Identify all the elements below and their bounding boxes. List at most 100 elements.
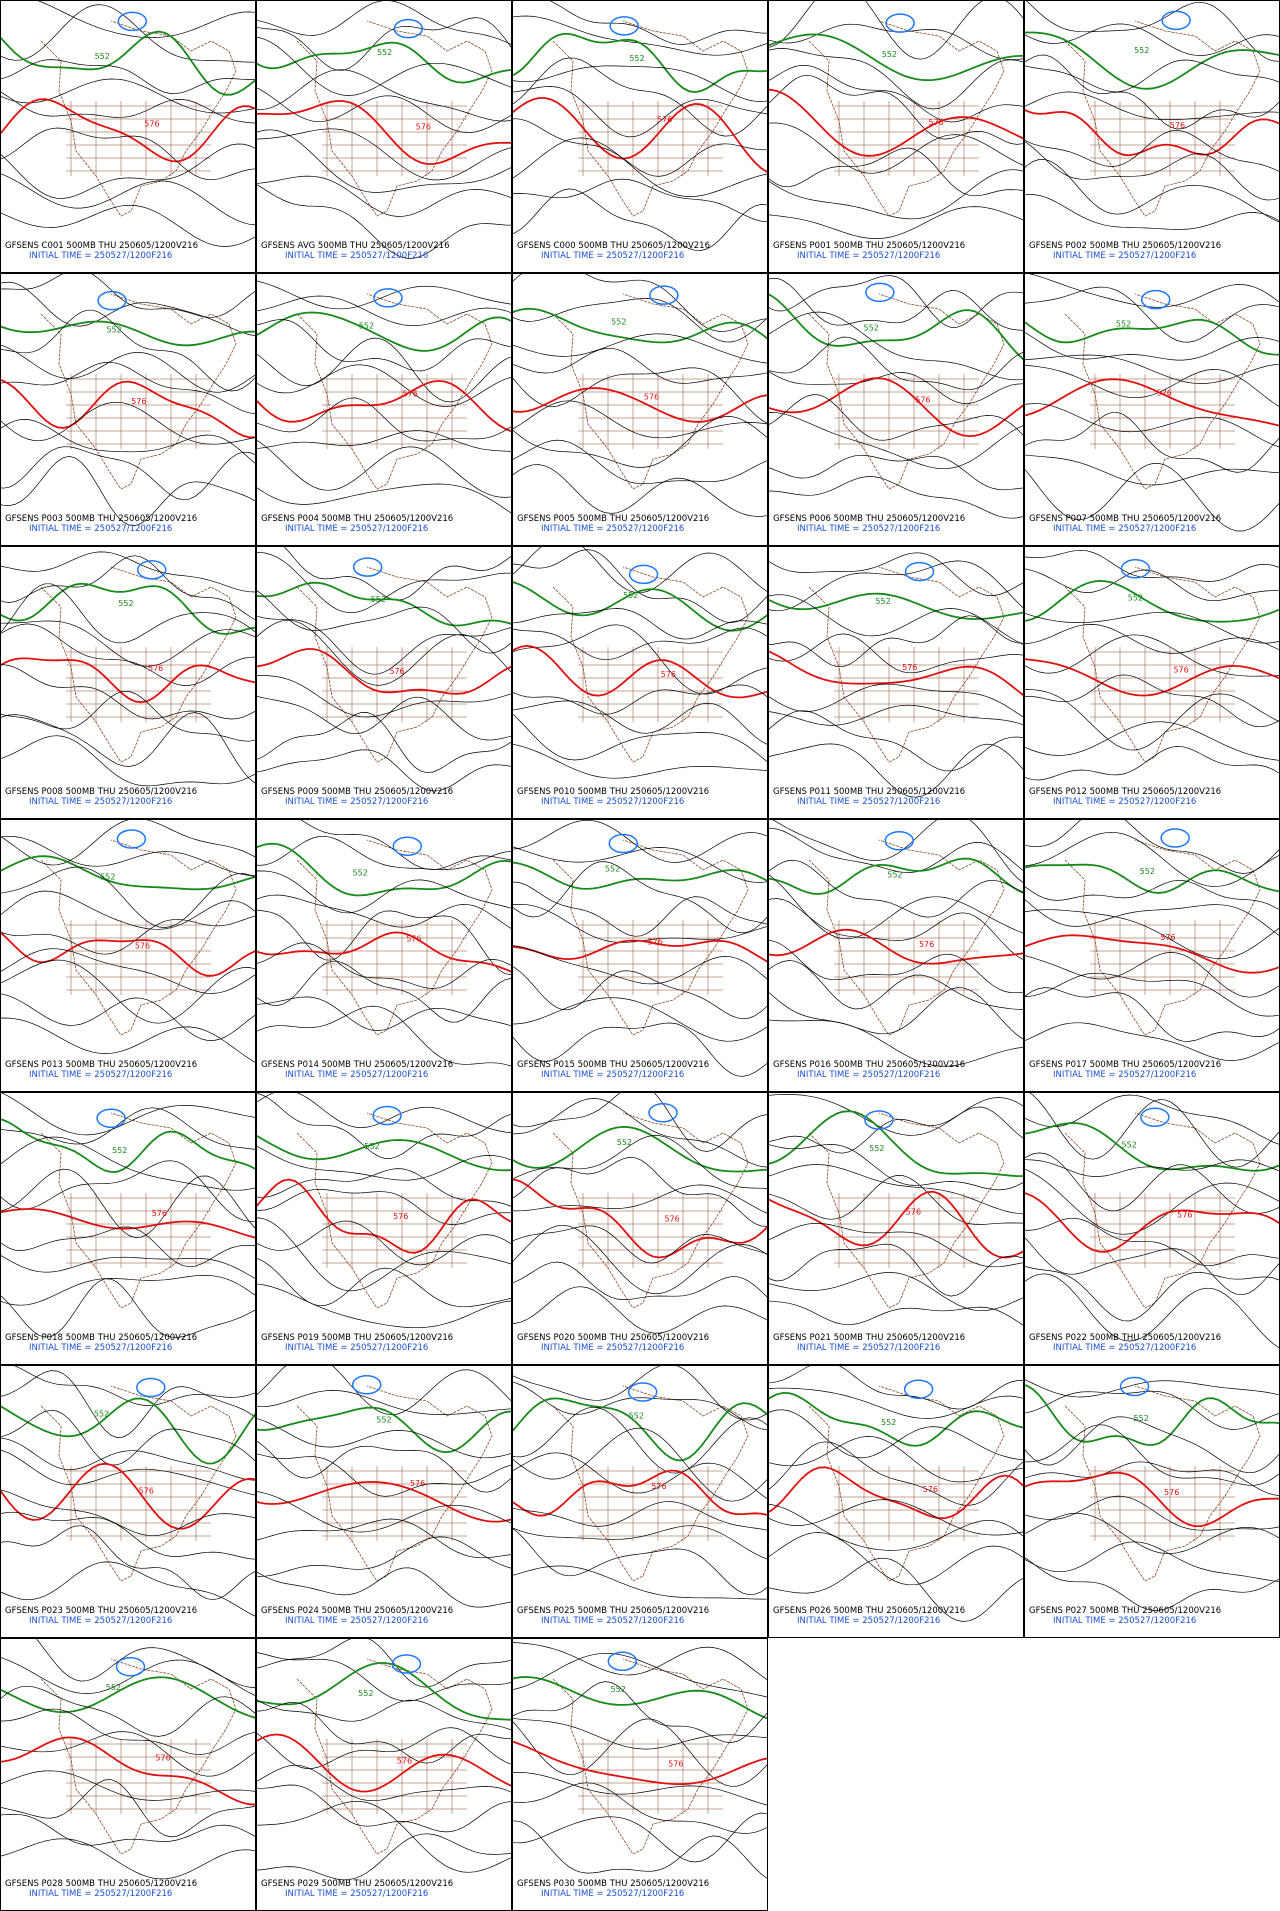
contour bbox=[1, 344, 255, 393]
contour bbox=[1025, 463, 1279, 532]
contour bbox=[513, 1225, 767, 1264]
map-panel: 552 576 GFSENS C000 500MB THU 250605/1200V… bbox=[512, 0, 768, 273]
contour bbox=[513, 881, 767, 937]
contour bbox=[1025, 1217, 1279, 1267]
contour-label: 576 bbox=[406, 934, 421, 943]
contour-label: 576 bbox=[644, 393, 659, 402]
contour bbox=[513, 1812, 767, 1863]
contour bbox=[1025, 972, 1279, 1017]
map-panel: 552 576 GFSENS P024 500MB THU 250605/1200V… bbox=[256, 1365, 512, 1638]
contour bbox=[513, 1366, 767, 1421]
initial-time: INITIAL TIME = 250527/1200F216 bbox=[797, 251, 941, 261]
contour bbox=[1025, 1495, 1279, 1531]
contour bbox=[1, 1708, 255, 1755]
initial-time: INITIAL TIME = 250527/1200F216 bbox=[541, 1616, 685, 1626]
contour bbox=[1025, 746, 1279, 781]
contour-576 bbox=[1025, 658, 1279, 697]
contour bbox=[257, 1220, 511, 1266]
contour bbox=[257, 364, 511, 407]
contour bbox=[1, 959, 255, 1024]
contour bbox=[513, 861, 767, 934]
map: 552 576 bbox=[1025, 820, 1279, 1061]
contour-label: 552 bbox=[605, 865, 620, 874]
map: 552 576 bbox=[257, 547, 511, 792]
contour bbox=[1, 1278, 255, 1338]
contour-576 bbox=[769, 88, 1023, 157]
contour bbox=[1, 820, 255, 866]
contour bbox=[257, 397, 511, 442]
map: 552 576 bbox=[1025, 1376, 1279, 1611]
contour bbox=[769, 371, 1023, 404]
contour bbox=[769, 683, 1023, 718]
contour-552 bbox=[257, 41, 511, 84]
contour bbox=[1025, 286, 1279, 343]
contour bbox=[257, 1258, 511, 1308]
contour bbox=[1, 1838, 255, 1880]
contour bbox=[257, 1518, 511, 1559]
contour-552 bbox=[257, 311, 511, 352]
contour bbox=[513, 966, 767, 1020]
contour bbox=[769, 1532, 1023, 1586]
contour-576 bbox=[1025, 1192, 1279, 1253]
contour bbox=[257, 1699, 511, 1731]
contour-label: 576 bbox=[923, 1485, 938, 1494]
low-center bbox=[885, 13, 915, 33]
map-panel: 552 576 GFSENS P028 500MB THU 250605/1200V… bbox=[0, 1638, 256, 1911]
contour bbox=[257, 1764, 511, 1802]
contour bbox=[1, 890, 255, 930]
contour bbox=[257, 942, 511, 989]
contour-label: 552 bbox=[94, 1409, 109, 1418]
contour bbox=[513, 439, 767, 485]
contour bbox=[769, 552, 1023, 596]
contour bbox=[1, 1449, 255, 1496]
contour-552 bbox=[769, 1391, 1023, 1447]
map: 552 576 bbox=[257, 820, 511, 1067]
contour bbox=[1025, 721, 1279, 761]
caption: GFSENS C000 500MB THU 250605/1200V216 bbox=[517, 241, 710, 251]
caption: GFSENS P023 500MB THU 250605/1200V216 bbox=[5, 1606, 198, 1616]
contour-label: 576 bbox=[139, 1486, 154, 1495]
initial-time: INITIAL TIME = 250527/1200F216 bbox=[29, 1616, 173, 1626]
contour-576 bbox=[257, 1178, 511, 1254]
initial-time: INITIAL TIME = 250527/1200F216 bbox=[1053, 1343, 1197, 1353]
contour bbox=[257, 909, 511, 976]
contour bbox=[1, 915, 255, 955]
contour bbox=[769, 615, 1023, 668]
contour bbox=[769, 1557, 1023, 1622]
contour bbox=[1, 281, 255, 336]
caption: GFSENS P021 500MB THU 250605/1200V216 bbox=[773, 1333, 966, 1343]
map: 552 576 bbox=[513, 1642, 767, 1879]
contour-label: 552 bbox=[112, 1146, 127, 1155]
contour bbox=[1025, 820, 1279, 874]
caption: GFSENS P028 500MB THU 250605/1200V216 bbox=[5, 1879, 198, 1889]
contour bbox=[257, 175, 511, 217]
contour bbox=[769, 940, 1023, 994]
contour-552 bbox=[257, 1406, 511, 1454]
contour bbox=[257, 1093, 511, 1134]
contour-576 bbox=[1, 931, 255, 977]
contour-label: 576 bbox=[416, 122, 431, 131]
initial-time: INITIAL TIME = 250527/1200F216 bbox=[29, 1070, 173, 1080]
low-center bbox=[391, 1654, 422, 1674]
map: 552 576 bbox=[1, 1, 255, 247]
contour bbox=[36, 1639, 255, 1688]
coastline bbox=[552, 293, 749, 490]
contour-576 bbox=[1, 657, 255, 704]
low-center bbox=[1160, 828, 1190, 848]
contour bbox=[37, 1, 255, 38]
initial-time: INITIAL TIME = 250527/1200F216 bbox=[541, 251, 685, 261]
initial-time: INITIAL TIME = 250527/1200F216 bbox=[541, 1070, 685, 1080]
contour bbox=[513, 1501, 767, 1531]
contour bbox=[1025, 411, 1279, 473]
map: 552 576 bbox=[513, 820, 767, 1077]
contour bbox=[257, 551, 511, 614]
contour bbox=[257, 1217, 511, 1292]
contour bbox=[513, 1427, 767, 1502]
contour bbox=[769, 898, 1023, 960]
contour bbox=[1, 623, 255, 686]
contour-label: 552 bbox=[864, 324, 879, 333]
contour bbox=[1025, 59, 1279, 93]
contour bbox=[513, 15, 767, 56]
contour bbox=[257, 1701, 511, 1764]
contour bbox=[1025, 91, 1279, 121]
